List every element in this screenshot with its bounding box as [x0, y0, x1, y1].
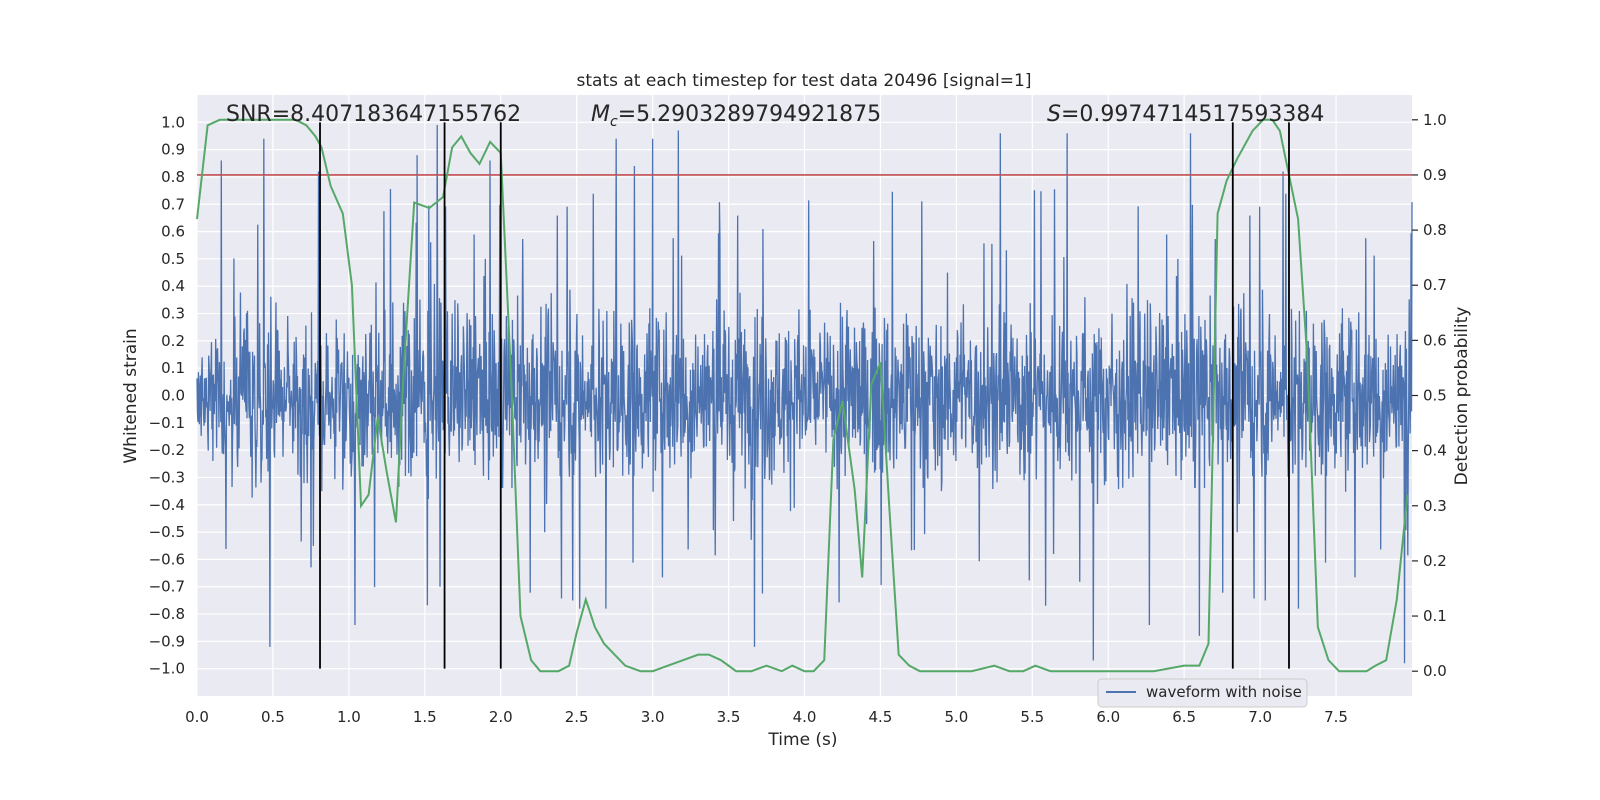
y-tick-label: 0.2: [161, 332, 185, 350]
chirp-mass-annotation: Mc=5.2903289794921875: [591, 102, 881, 130]
x-axis-label: Time (s): [767, 730, 837, 750]
x-tick-label: 4.0: [793, 708, 817, 726]
y-tick-label: −0.9: [149, 632, 185, 650]
y-tick-label: 0.4: [161, 277, 185, 295]
y2-tick-label: 0.1: [1423, 607, 1447, 625]
event-markers: [319, 122, 1290, 669]
y-tick-label: 0.6: [161, 223, 185, 241]
y-axis-ticks: 1.0 0.9 0.8 0.7 0.6 0.5 0.4 0.3 0.2 0.1 0.0 −0.1 −0.…: [149, 113, 185, 677]
x-tick-label: 5.0: [944, 708, 968, 726]
chirp-mass-subscript: c: [610, 114, 618, 130]
y-tick-label: 0.0: [161, 387, 185, 405]
score-annotation: S=0.9974714517593384: [1047, 102, 1324, 127]
probability-line: [196, 118, 1409, 673]
chirp-mass-value: =5.2903289794921875: [618, 102, 881, 127]
score-value: =0.9974714517593384: [1061, 102, 1324, 127]
y2-tick-label: 0.0: [1423, 662, 1447, 680]
x-tick-label: 7.0: [1248, 708, 1272, 726]
y-tick-label: −0.4: [149, 496, 185, 514]
y-tick-label: −0.3: [149, 468, 185, 486]
y2-tick-label: 0.7: [1423, 276, 1447, 294]
x-tick-label: 6.5: [1172, 708, 1196, 726]
y-tick-label: −1.0: [149, 660, 185, 678]
waveform-series: [196, 125, 1413, 664]
y-tick-label: −0.2: [149, 441, 185, 459]
x-tick-label: 4.5: [869, 708, 893, 726]
chirp-mass-symbol: M: [591, 102, 610, 127]
y2-tick-label: 0.4: [1423, 442, 1447, 460]
y-axis-label: Whitened strain: [121, 328, 141, 463]
x-tick-label: 5.5: [1020, 708, 1044, 726]
y2-tick-label: 1.0: [1423, 111, 1447, 129]
x-tick-label: 1.5: [413, 708, 437, 726]
waveform-line: [196, 125, 1413, 664]
y-tick-label: 0.3: [161, 305, 185, 323]
y-tick-label: 0.7: [161, 195, 185, 213]
x-tick-label: 2.0: [489, 708, 513, 726]
legend: waveform with noise: [1097, 678, 1308, 708]
x-tick-label: 1.0: [337, 708, 361, 726]
x-tick-label: 0.5: [261, 708, 285, 726]
y-tick-label: −0.5: [149, 523, 185, 541]
y-tick-label: 0.1: [161, 359, 185, 377]
x-tick-label: 2.5: [565, 708, 589, 726]
legend-box: [1097, 678, 1308, 708]
y2-axis-ticks: 1.0 0.9 0.8 0.7 0.6 0.5 0.4 0.3 0.2 0.1 0.0: [1412, 111, 1447, 680]
y2-tick-label: 0.5: [1423, 387, 1447, 405]
y-tick-label: −0.6: [149, 550, 185, 568]
score-symbol: S: [1047, 102, 1061, 127]
x-tick-label: 6.0: [1096, 708, 1120, 726]
y2-tick-label: 0.6: [1423, 331, 1447, 349]
y2-tick-label: 0.2: [1423, 552, 1447, 570]
y-tick-label: 0.5: [161, 250, 185, 268]
y-tick-label: −0.8: [149, 605, 185, 623]
x-tick-label: 7.5: [1324, 708, 1348, 726]
x-tick-label: 3.0: [641, 708, 665, 726]
y-tick-label: −0.7: [149, 578, 185, 596]
y-tick-label: 0.9: [161, 141, 185, 159]
y-tick-label: 1.0: [161, 113, 185, 131]
chart-title: stats at each timestep for test data 204…: [577, 71, 1032, 91]
y2-tick-label: 0.8: [1423, 221, 1447, 239]
y2-axis-label: Detection probability: [1452, 307, 1472, 486]
y-tick-label: 0.8: [161, 168, 185, 186]
x-axis-ticks: 0.0 0.5 1.0 1.5 2.0 2.5 3.0 3.5 4.0 4.5 5.0 5.5 6.0 6…: [185, 708, 1348, 726]
snr-annotation: SNR=8.407183647155762: [226, 102, 521, 127]
legend-label: waveform with noise: [1146, 683, 1302, 701]
x-tick-label: 0.0: [185, 708, 209, 726]
y2-tick-label: 0.3: [1423, 497, 1447, 515]
x-tick-label: 3.5: [717, 708, 741, 726]
y-tick-label: −0.1: [149, 414, 185, 432]
detection-probability-series: [196, 118, 1409, 673]
y2-tick-label: 0.9: [1423, 166, 1447, 184]
